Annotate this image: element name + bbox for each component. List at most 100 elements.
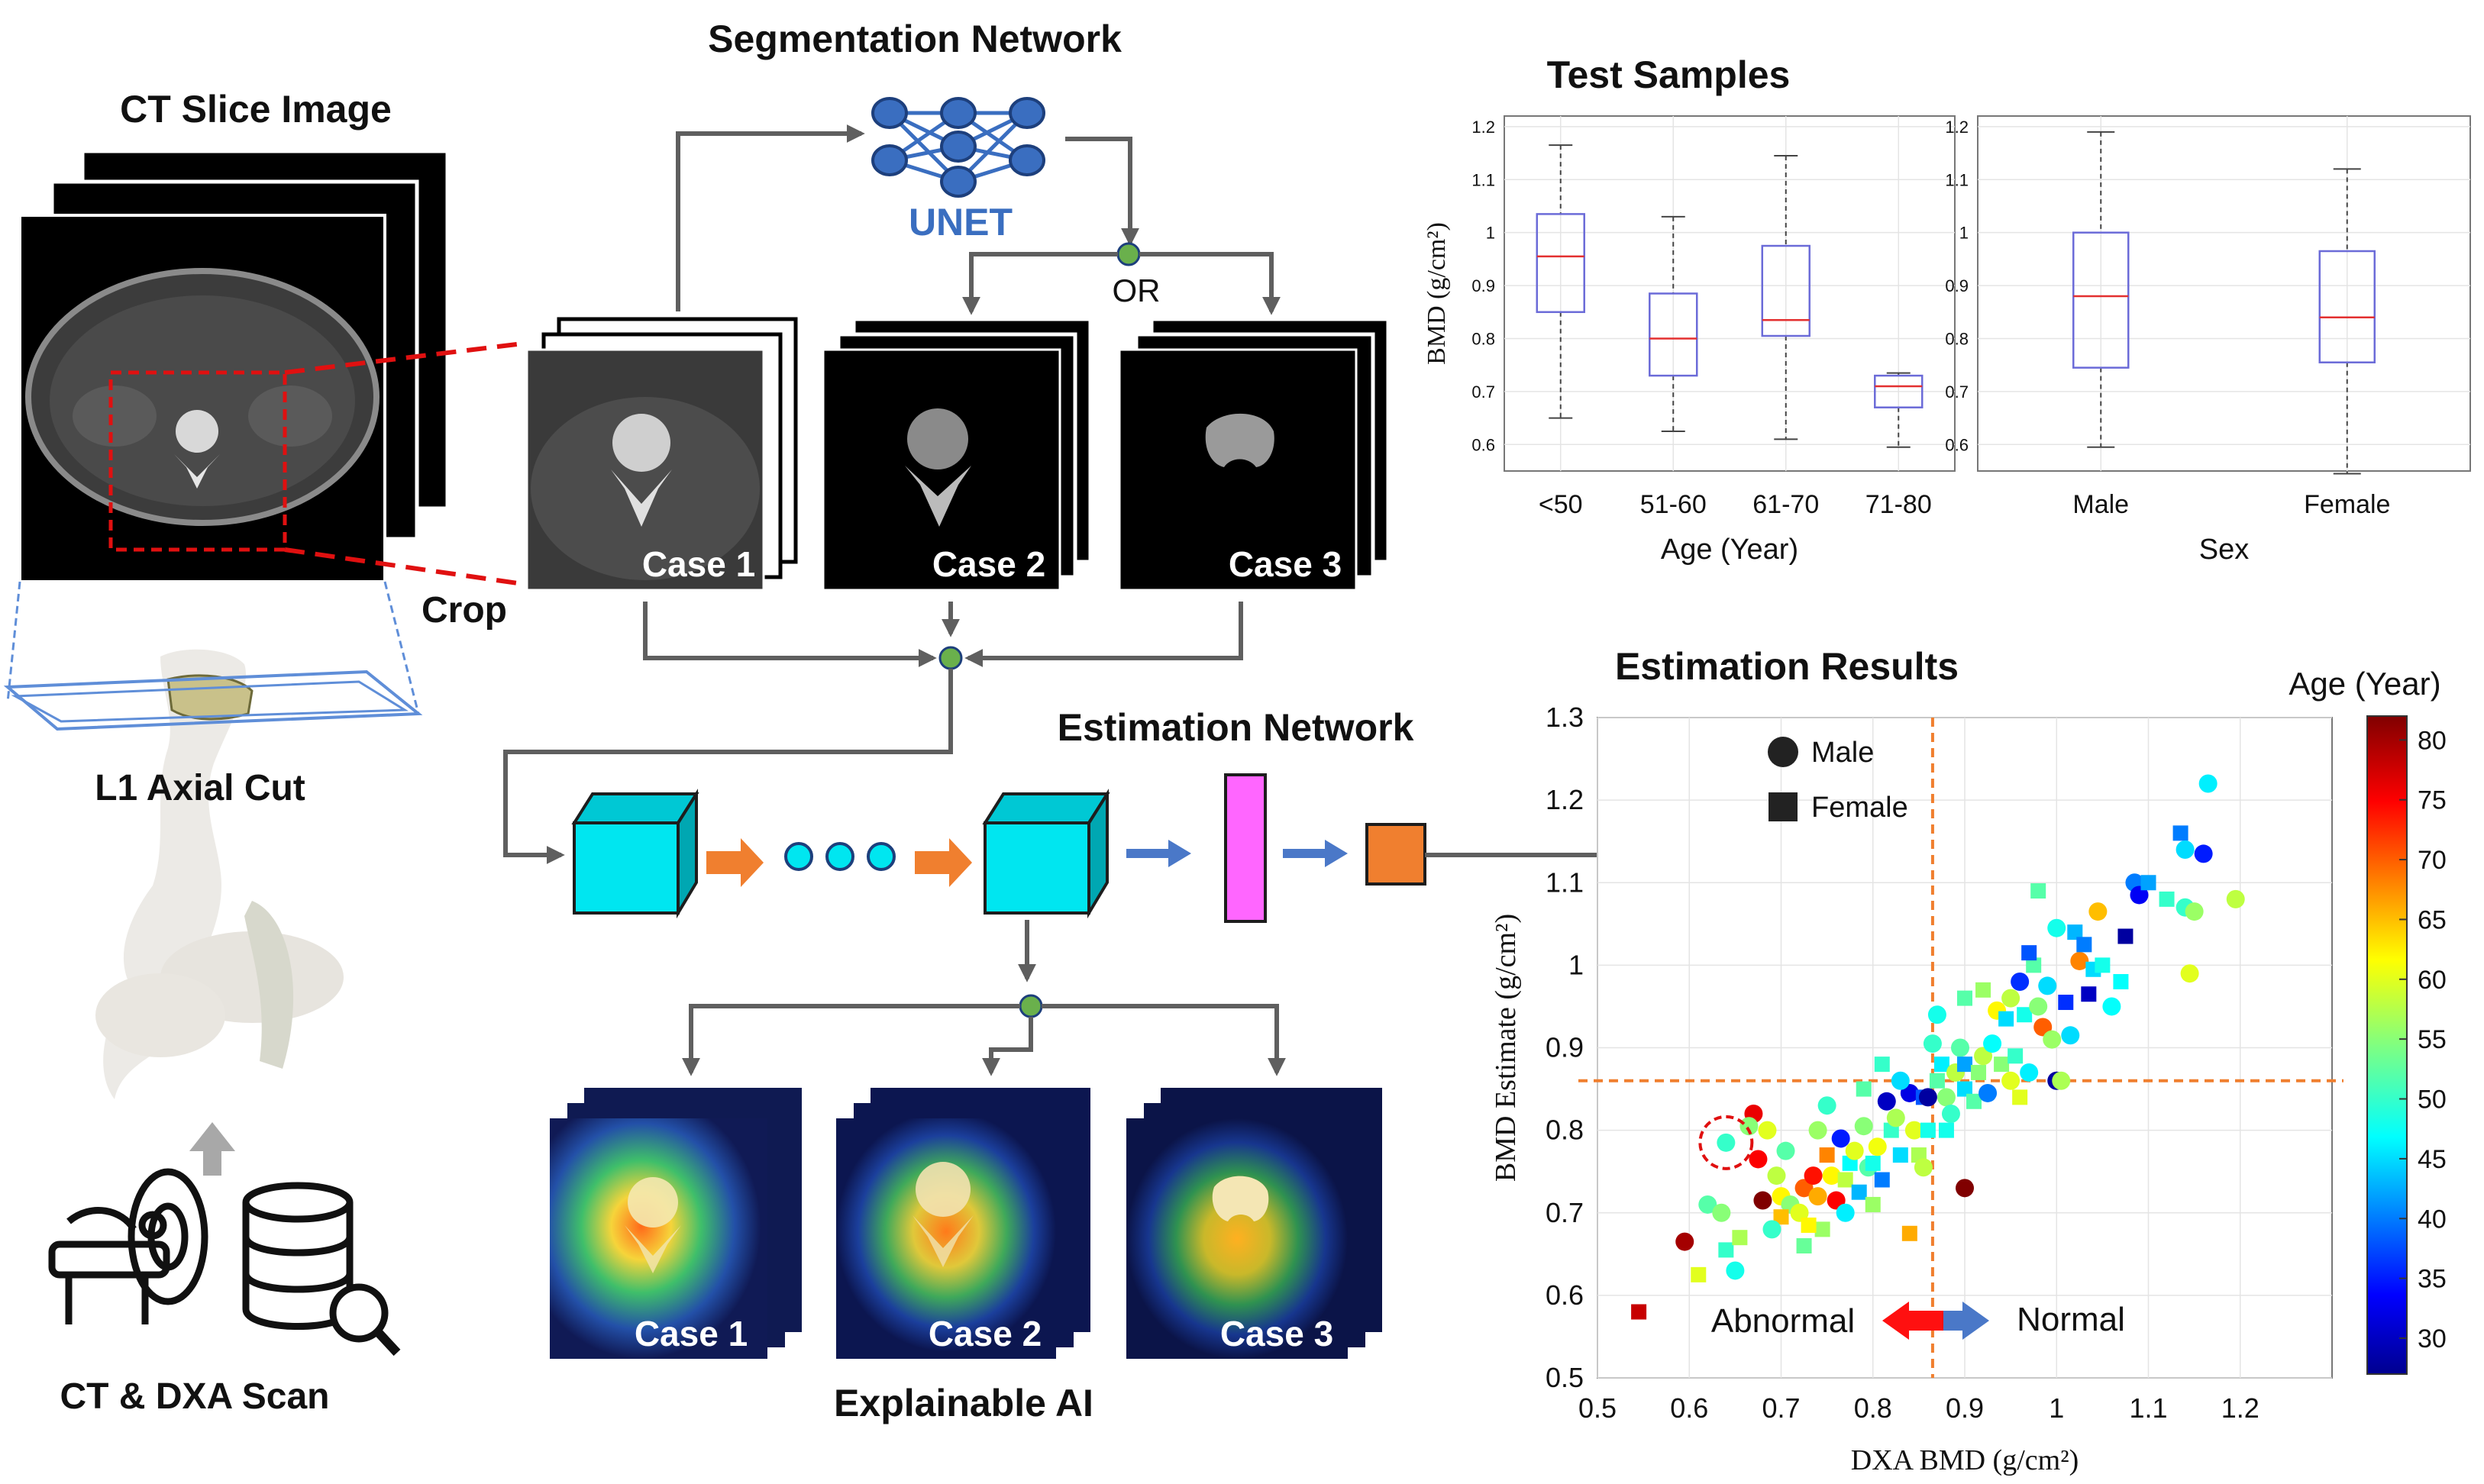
abnormal-arrow xyxy=(1882,1302,1943,1340)
female-point xyxy=(1837,1172,1853,1188)
case1-label: Case 1 xyxy=(642,544,755,584)
xai-junction xyxy=(1019,994,1043,1018)
legend-female-marker xyxy=(1769,792,1798,821)
xai-case3-stack: Case 3 xyxy=(1126,1088,1382,1359)
x-tick-label: 51-60 xyxy=(1640,490,1707,519)
male-point xyxy=(1717,1133,1736,1152)
arrow-to-case3 xyxy=(1139,252,1281,315)
colorbar-tick-label: 80 xyxy=(2418,726,2447,755)
case1-stack: Case 1 xyxy=(525,317,798,592)
scan-label: CT & DXA Scan xyxy=(60,1376,330,1417)
colorbar-tick-label: 30 xyxy=(2418,1324,2447,1353)
arrow-xai-case1 xyxy=(682,1004,1020,1076)
results-title: Estimation Results xyxy=(1615,645,1959,688)
female-point xyxy=(1957,1081,1972,1097)
female-point xyxy=(2095,957,2111,973)
female-point xyxy=(1865,1196,1881,1212)
male-point xyxy=(2102,997,2121,1016)
x-tick-label: 1.1 xyxy=(2129,1392,2167,1424)
dot-2 xyxy=(825,842,854,871)
case2-stack: Case 2 xyxy=(822,317,1093,592)
female-point xyxy=(1691,1266,1707,1282)
test-title: Test Samples xyxy=(1547,53,1791,96)
female-point xyxy=(1971,1064,1987,1080)
male-point xyxy=(1891,1071,1910,1090)
female-point xyxy=(2113,974,2129,989)
female-point xyxy=(1851,1184,1867,1200)
x-tick-label: 0.8 xyxy=(1854,1392,1892,1424)
male-point xyxy=(1739,1117,1759,1136)
ct-kidney-left xyxy=(73,386,157,447)
y-tick-label: 0.8 xyxy=(1945,329,1969,348)
male-point xyxy=(1936,1088,1956,1107)
male-point xyxy=(1941,1105,1960,1123)
projection-line-left xyxy=(6,581,21,703)
xai-case1-stack: Case 1 xyxy=(550,1088,802,1359)
male-point xyxy=(2052,1071,2071,1090)
x-tick-label: <50 xyxy=(1539,490,1583,519)
male-point xyxy=(2029,997,2048,1016)
female-point xyxy=(1732,1230,1748,1246)
colorbar-tick-label: 55 xyxy=(2418,1025,2447,1054)
x-tick-label: 0.5 xyxy=(1578,1392,1617,1424)
male-point xyxy=(1675,1232,1694,1251)
colorbar-tick-label: 65 xyxy=(2418,905,2447,934)
unet-label: UNET xyxy=(909,201,1013,244)
colorbar-tick-label: 70 xyxy=(2418,846,2447,875)
female-point xyxy=(1631,1304,1647,1320)
cube-2 xyxy=(982,789,1110,919)
box xyxy=(1536,213,1585,314)
segmentation-title: Segmentation Network xyxy=(708,18,1122,60)
dot-3 xyxy=(867,842,896,871)
y-axis-label: BMD (g/cm²) xyxy=(1423,222,1451,365)
y-tick-label: 0.6 xyxy=(1471,435,1495,454)
x-tick-label: 1.2 xyxy=(2221,1392,2260,1424)
results-scatter: 0.5 0.6 0.7 0.8 0.9 1 1.1 1.2 0.5 0.6 0.7 0.8 0.9 1 1.… xyxy=(1490,702,2343,1476)
male-point xyxy=(1904,1121,1924,1140)
y-tick-label: 1.3 xyxy=(1546,702,1584,733)
male-point xyxy=(2047,918,2066,937)
male-point xyxy=(2011,973,2030,991)
female-point xyxy=(1718,1242,1734,1258)
abnormal-label: Abnormal xyxy=(1711,1302,1855,1340)
female-point xyxy=(1920,1122,1936,1138)
y-tick-label: 0.7 xyxy=(1471,382,1495,402)
male-point xyxy=(1762,1220,1781,1239)
male-point xyxy=(1749,1150,1768,1169)
male-point xyxy=(1808,1121,1827,1140)
colorbar-gradient xyxy=(2366,715,2408,1375)
ct-vertebra-arch xyxy=(174,454,220,489)
male-point xyxy=(1822,1166,1841,1186)
xai-case3-label: Case 3 xyxy=(1220,1314,1333,1353)
or-label: OR xyxy=(1113,273,1161,308)
box xyxy=(1761,244,1811,337)
x-tick-label: Female xyxy=(2304,490,2390,519)
or-junction xyxy=(1116,242,1141,266)
female-point xyxy=(1874,1057,1890,1073)
y-tick-label: 0.6 xyxy=(1945,435,1969,454)
male-point xyxy=(2185,902,2204,921)
case3-stack: Case 3 xyxy=(1118,317,1391,592)
x-tick-label: 0.6 xyxy=(1670,1392,1708,1424)
female-point xyxy=(1929,1073,1945,1089)
male-point xyxy=(1836,1203,1855,1222)
female-point xyxy=(1773,1209,1789,1225)
arrow-to-unet xyxy=(676,124,865,311)
colorbar-tick-label: 35 xyxy=(2418,1265,2447,1294)
male-point xyxy=(2001,989,2020,1008)
male-point xyxy=(1726,1261,1745,1280)
orange-arrow-1 xyxy=(706,838,764,887)
female-point xyxy=(2117,928,2134,944)
segmentation-panel: Segmentation Network UNET OR xyxy=(525,18,1391,670)
blue-arrow-1 xyxy=(1126,840,1191,867)
database-search-icon xyxy=(242,1182,401,1357)
box xyxy=(2318,250,2376,363)
y-tick-label: 0.9 xyxy=(1546,1032,1584,1063)
x-axis-label: Age (Year) xyxy=(1661,534,1798,566)
male-point xyxy=(1758,1121,1777,1140)
y-tick-label: 0.8 xyxy=(1471,329,1495,348)
crop-line-bottom xyxy=(284,547,524,586)
female-point xyxy=(2017,1007,2033,1023)
female-point xyxy=(2012,1089,2028,1105)
